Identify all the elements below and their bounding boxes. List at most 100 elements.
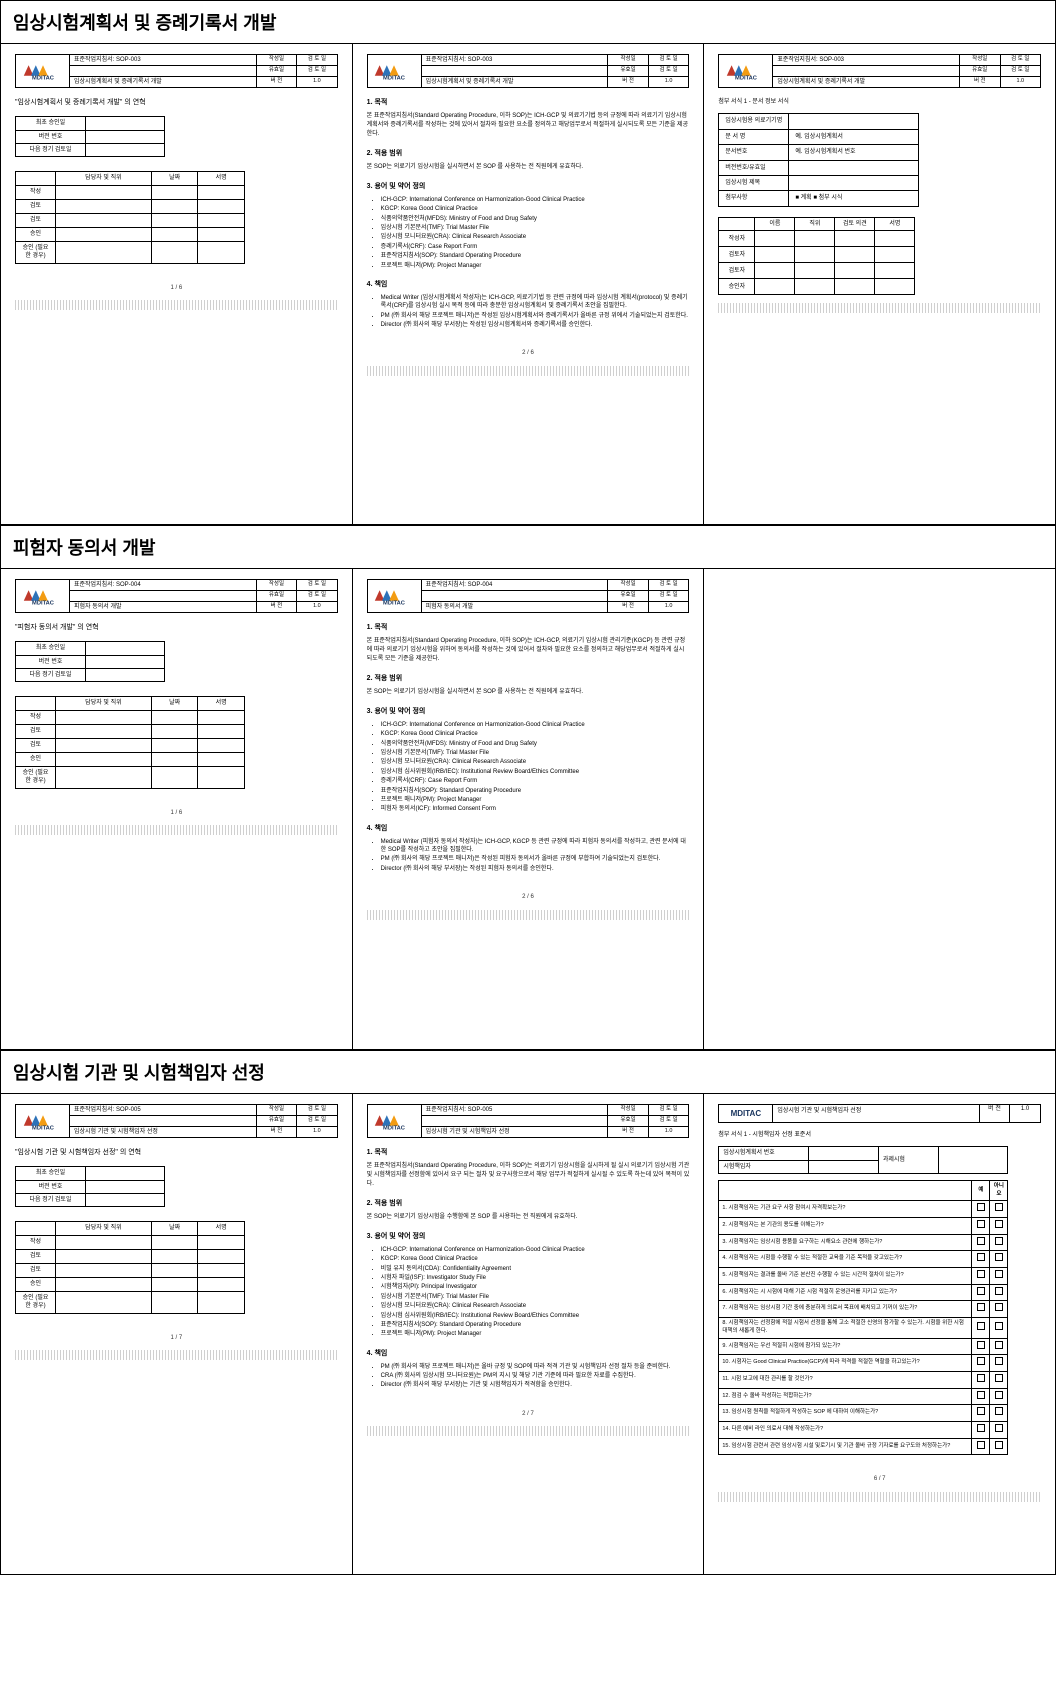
checkbox-icon[interactable] <box>977 1220 985 1228</box>
section-1: 임상시험계획서 및 증례기록서 개발 MDITAC 표준작업지침서: SOP-0… <box>0 0 1056 525</box>
list-item: CRA (㈜ 회사의 임상시험 모니터요원)는 PM의 지시 및 해당 기관 기… <box>381 1372 690 1380</box>
list-item: KGCP: Korea Good Clinical Practice <box>381 205 690 213</box>
checkbox-icon[interactable] <box>977 1322 985 1330</box>
svg-text:MDITAC: MDITAC <box>32 1126 54 1132</box>
list-item: 피험자 동의서(ICF): Informed Consent Form <box>381 805 690 813</box>
checklist-row: 15. 임상시험 관련서 관련 임상시험 시설 및로기시 및 기관 올바 규정 … <box>719 1438 1008 1455</box>
attach-table: 임상시험용 의료기기명 문 서 명예. 임상시험계획서 문서번호예. 임상시험계… <box>718 113 919 206</box>
checkbox-icon[interactable] <box>977 1303 985 1311</box>
checkbox-icon[interactable] <box>995 1341 1003 1349</box>
list-item: KGCP: Korea Good Clinical Practice <box>381 1255 690 1263</box>
quoted-title: "임상시험계획서 및 증례기록서 개발" 의 연혁 <box>15 98 338 108</box>
checkbox-icon[interactable] <box>995 1322 1003 1330</box>
logo: MDITAC <box>16 55 70 87</box>
svg-text:MDITAC: MDITAC <box>383 76 405 82</box>
checklist-row: 7. 시험책임자는 임상시험 기간 중에 충분하게 의료서 목표에 배치되고 기… <box>719 1301 1008 1318</box>
checkbox-icon[interactable] <box>995 1253 1003 1261</box>
ruler-decoration <box>15 300 338 310</box>
checkbox-icon[interactable] <box>995 1220 1003 1228</box>
checkbox-icon[interactable] <box>977 1374 985 1382</box>
list-item: KGCP: Korea Good Clinical Practice <box>381 730 690 738</box>
list-item: Director (㈜ 회사의 해당 부서장)는 작성된 피험자 동의서를 승인… <box>381 865 690 873</box>
meta-table: 최초 승인일 버전 번호 다음 정기 검토일 <box>15 116 165 157</box>
checkbox-icon[interactable] <box>995 1357 1003 1365</box>
list-item: 표준작업지침서(SOP): Standard Operating Procedu… <box>381 787 690 795</box>
list-item: ICH-GCP: International Conference on Har… <box>381 196 690 204</box>
s1-page-3: MDITAC 표준작업지침서: SOP-003작성일검 토 일 유효일검 토 일… <box>704 44 1055 524</box>
checklist-row: 14. 다른 예비 라인 의료서 대해 작성하는가? <box>719 1421 1008 1438</box>
checkbox-icon[interactable] <box>995 1441 1003 1449</box>
list-item: Director (㈜ 회사의 해당 부서장)는 기관 및 시험책임자가 적격함… <box>381 1381 690 1389</box>
list-item: 프로젝트 매니저(PM): Project Manager <box>381 262 690 270</box>
checkbox-icon[interactable] <box>977 1424 985 1432</box>
checklist-row: 5. 시험책임자는 결과를 올바 기준 본산진 수행할 수 있는 시간적 절차이… <box>719 1268 1008 1285</box>
list-item: 임상시험 모니터요원(CRA): Clinical Research Assoc… <box>381 1302 690 1310</box>
list-item: 증례기록서(CRF): Case Report Form <box>381 243 690 251</box>
list-item: 프로젝트 매니저(PM): Project Manager <box>381 796 690 804</box>
checkbox-icon[interactable] <box>977 1203 985 1211</box>
doc-header: MDITAC 표준작업지침서: SOP-003작성일검 토 일 유효일검 토 일… <box>718 54 1041 88</box>
checklist-row: 1. 시험책임자는 기관 요구 사항 참여시 자격확보는가? <box>719 1201 1008 1218</box>
s1-page-1: MDITAC 표준작업지침서: SOP-003 작성일 검 토 일 <box>1 44 353 524</box>
checkbox-icon[interactable] <box>995 1407 1003 1415</box>
checklist-row: 2. 시험책임자는 본 기관의 용도를 이해는가? <box>719 1218 1008 1235</box>
list-item: 임상시험 기본문서(TMF): Trial Master File <box>381 224 690 232</box>
checkbox-icon[interactable] <box>977 1341 985 1349</box>
checkbox-icon[interactable] <box>995 1303 1003 1311</box>
resp-list: Medical Writer (임상시험계획서 작성자)는 ICH-GCP, 의… <box>381 294 690 330</box>
svg-text:MDITAC: MDITAC <box>32 76 54 82</box>
list-item: Medical Writer (피험자 동의서 작성자)는 ICH-GCP, K… <box>381 838 690 855</box>
doc-header: MDITAC 표준작업지침서: SOP-003 작성일 검 토 일 <box>15 54 338 88</box>
section-1-pages: MDITAC 표준작업지침서: SOP-003 작성일 검 토 일 <box>1 44 1055 524</box>
checklist-row: 4. 시험책임자는 시험을 수행할 수 있는 적절한 교육을 기준 목적을 갖고… <box>719 1251 1008 1268</box>
s3-page-3: MDITAC 임상시험 기관 및 시험책임자 선정 버 전 1.0 첨부 서식 … <box>704 1094 1055 1574</box>
checkbox-icon[interactable] <box>995 1374 1003 1382</box>
checkbox-icon[interactable] <box>995 1203 1003 1211</box>
doc-header: MDITAC 표준작업지침서: SOP-003작성일검 토 일 유효일검 토 일… <box>367 54 690 88</box>
list-item: 증례기록서(CRF): Case Report Form <box>381 777 690 785</box>
checklist-row: 13. 임상시험 원칙을 적절하게 작성하는 SOP 에 대하여 이해하는가? <box>719 1405 1008 1422</box>
checkbox-icon[interactable] <box>995 1287 1003 1295</box>
list-item: 표준작업지침서(SOP): Standard Operating Procedu… <box>381 252 690 260</box>
checkbox-icon[interactable] <box>977 1253 985 1261</box>
checkbox-icon[interactable] <box>995 1237 1003 1245</box>
checkbox-icon[interactable] <box>995 1391 1003 1399</box>
checkbox-icon[interactable] <box>995 1424 1003 1432</box>
section-3-title: 임상시험 기관 및 시험책임자 선정 <box>1 1051 1055 1094</box>
list-item: 비밀 유지 동의서(CDA): Confidentiality Agreemen… <box>381 1265 690 1273</box>
checkbox-icon[interactable] <box>977 1357 985 1365</box>
sig-grid: 이름직위검토 의견서명 작성자 검토자 검토자 승인자 <box>718 217 915 295</box>
list-item: 임상시험 기본문서(TMF): Trial Master File <box>381 749 690 757</box>
checklist-row: 3. 시험책임자는 임상시험 용품을 요구하는 시해요소 관련에 행하는가? <box>719 1234 1008 1251</box>
checkbox-icon[interactable] <box>977 1407 985 1415</box>
s3-page-2: MDITAC 표준작업지침서: SOP-005작성일검 토 일 유효일검 토 일… <box>353 1094 705 1574</box>
logo-text: MDITAC <box>719 1105 773 1122</box>
checklist-row: 12. 점검 수 올바 작성하는 적합하는가? <box>719 1388 1008 1405</box>
checklist-table: 예아니오 1. 시험책임자는 기관 요구 사항 참여시 자격확보는가?2. 시험… <box>718 1180 1008 1455</box>
list-item: 식품의약품안전처(MFDS): Ministry of Food and Dru… <box>381 740 690 748</box>
s2-page-3-empty <box>704 569 1055 1049</box>
list-item: PM (㈜ 회사의 해당 프로젝트 매니저)은 작성된 임상시험계획서와 증례기… <box>381 312 690 320</box>
checkbox-icon[interactable] <box>977 1441 985 1449</box>
s1-page-2: MDITAC 표준작업지침서: SOP-003작성일검 토 일 유효일검 토 일… <box>353 44 705 524</box>
doc-title: 임상시험계획서 및 증례기록서 개발 <box>70 77 257 87</box>
checkbox-icon[interactable] <box>995 1270 1003 1278</box>
list-item: 시험자 파일(ISF): Investigator Study File <box>381 1274 690 1282</box>
list-item: 임상시험 기본문서(TMF): Trial Master File <box>381 1293 690 1301</box>
svg-text:MDITAC: MDITAC <box>32 601 54 607</box>
list-item: 프로젝트 매니저(PM): Project Manager <box>381 1330 690 1338</box>
list-item: ICH-GCP: International Conference on Har… <box>381 721 690 729</box>
s2-page-1: MDITAC 표준작업지침서: SOP-004작성일검 토 일 유효일검 토 일… <box>1 569 353 1049</box>
checkbox-icon[interactable] <box>977 1287 985 1295</box>
list-item: 임상시험 모니터요원(CRA): Clinical Research Assoc… <box>381 758 690 766</box>
checklist-row: 10. 시험자는 Good Clinical Practice(GCP)에 따라… <box>719 1355 1008 1372</box>
checkbox-icon[interactable] <box>977 1270 985 1278</box>
list-item: 표준작업지침서(SOP): Standard Operating Procedu… <box>381 1321 690 1329</box>
page-number: 1 / 6 <box>15 284 338 292</box>
section-2-title: 피험자 동의서 개발 <box>1 526 1055 569</box>
list-item: Director (㈜ 회사의 해당 부서장)는 작성된 임상시험계획서와 증례… <box>381 321 690 329</box>
checkbox-icon[interactable] <box>977 1391 985 1399</box>
section-1-title: 임상시험계획서 및 증례기록서 개발 <box>1 1 1055 44</box>
svg-text:MDITAC: MDITAC <box>735 76 757 82</box>
checkbox-icon[interactable] <box>977 1237 985 1245</box>
